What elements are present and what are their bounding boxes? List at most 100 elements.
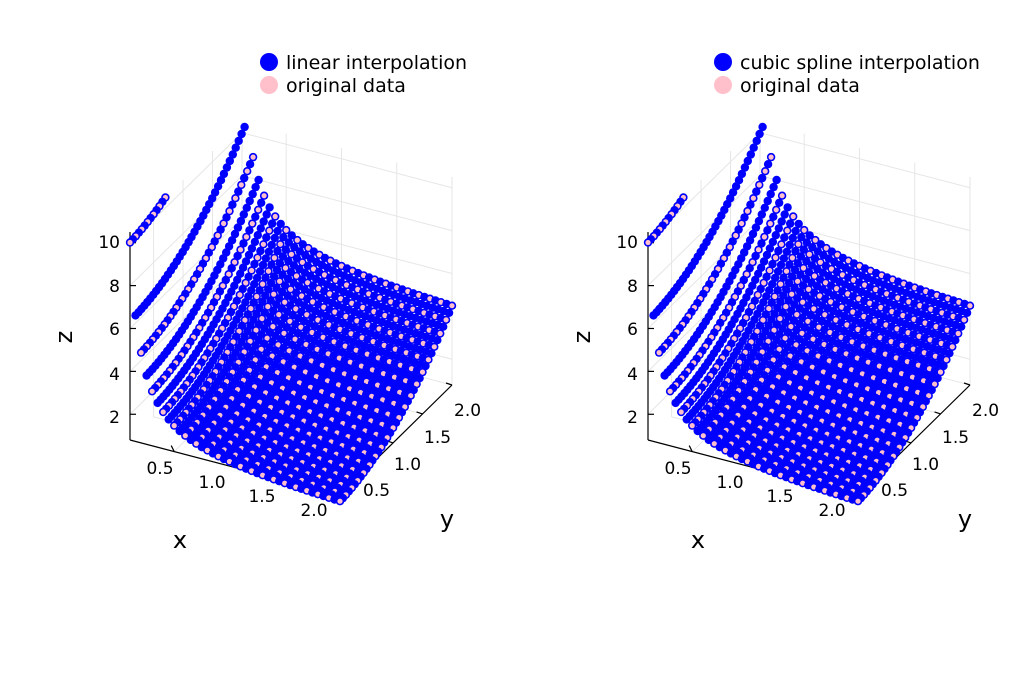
interpolated-point [746,150,755,159]
z-tick-label: 8 [109,277,120,297]
original-data-point [137,349,145,357]
original-data-point [265,227,273,235]
legend-marker-original-data [714,76,732,94]
interpolated-point [758,173,767,183]
original-data-point [782,303,790,311]
z-tick-label: 2 [109,408,120,428]
interpolated-point [278,252,288,261]
interpolated-point [749,143,758,152]
original-data-point [761,167,769,175]
interpolated-point [279,233,288,242]
original-data-point [783,227,791,235]
interpolated-point [284,238,293,247]
x-tick-mark [170,445,175,452]
original-data-point [688,422,696,430]
interpolated-point [763,196,772,206]
interpolated-point [258,260,268,270]
z-axis-label: z [50,331,78,344]
interpolated-point [225,156,234,166]
original-data-point [948,343,956,351]
original-data-point [738,220,745,227]
original-data-point [750,194,757,202]
original-data-point [805,285,812,293]
z-tick-label: 4 [109,365,120,385]
interpolated-point [239,239,248,248]
interpolated-point [773,267,783,276]
interpolated-point [787,272,797,281]
interpolated-point [247,244,257,253]
original-data-point [424,356,432,364]
scatter-points [125,122,457,506]
interpolated-point [649,311,658,320]
y-axis-label: y [958,505,972,533]
original-data-point [243,167,251,175]
y-tick-label: 1.0 [394,455,421,475]
original-data-point [242,233,250,241]
interpolated-point [786,219,795,228]
z-tick-label: 2 [627,408,638,428]
interpolated-point [780,233,789,242]
original-data-point [710,440,718,448]
original-data-point [800,226,808,234]
original-data-point [755,246,762,254]
interpolated-point [254,175,263,185]
interpolated-point [763,160,773,169]
interpolated-point [267,260,276,269]
original-data-point [237,181,245,189]
x-tick-label: 0.5 [664,459,691,479]
y-tick-label: 2.0 [454,401,481,421]
interpolated-point [797,233,806,242]
original-data-point [270,254,278,262]
legend-marker-cubic-spline-interpolation [714,53,732,71]
original-data-point [800,264,807,272]
original-data-point [248,220,256,228]
z-axis-label: z [568,331,596,344]
original-data-point [276,240,284,248]
interpolated-point [228,200,237,209]
original-data-point [259,240,267,248]
right-panel: 2 4 6 8 10 0.5 1.0 1.5 2.0 0.5 1.0 1.5 2… [568,52,999,554]
interpolated-point [758,122,767,132]
interpolated-point [276,219,285,229]
interpolated-point [272,265,282,275]
interpolated-point [281,245,290,254]
interpolated-point [774,224,783,233]
y-tick-mark [963,382,971,386]
interpolated-point [262,233,271,242]
original-data-point [159,408,167,416]
x-tick-label: 1.5 [766,487,793,507]
back-wall-grid-line [759,132,971,189]
interpolated-point [802,238,811,247]
original-data-point [336,497,344,505]
original-data-point [966,302,974,310]
back-wall-grid-line [241,132,453,189]
interpolated-point [791,246,800,256]
interpolated-point [769,182,778,192]
interpolated-point [769,212,778,221]
y-tick-label: 0.5 [363,481,390,501]
original-data-point [778,192,786,200]
original-data-point [226,207,233,215]
interpolated-point [270,233,279,243]
legend-label: original data [286,75,406,97]
interpolated-point [245,196,254,206]
legend-label: original data [740,75,860,97]
original-data-point [192,440,200,448]
z-tick-label: 6 [109,320,120,340]
interpolated-point [259,217,268,226]
interpolated-point [266,278,276,288]
interpolated-point [754,216,764,226]
interpolated-point [776,260,786,270]
interpolated-point [752,187,761,196]
x-tick-label: 2.0 [300,501,327,521]
back-wall-grid-line [241,175,453,232]
interpolated-point [268,219,277,228]
interpolated-point [763,226,772,235]
original-data-point [666,387,674,395]
interpolated-point [164,415,173,424]
interpolated-point [791,226,800,236]
original-data-point [767,153,775,161]
interpolated-point [790,265,800,275]
original-data-point [259,280,267,288]
interpolated-point [793,259,803,268]
